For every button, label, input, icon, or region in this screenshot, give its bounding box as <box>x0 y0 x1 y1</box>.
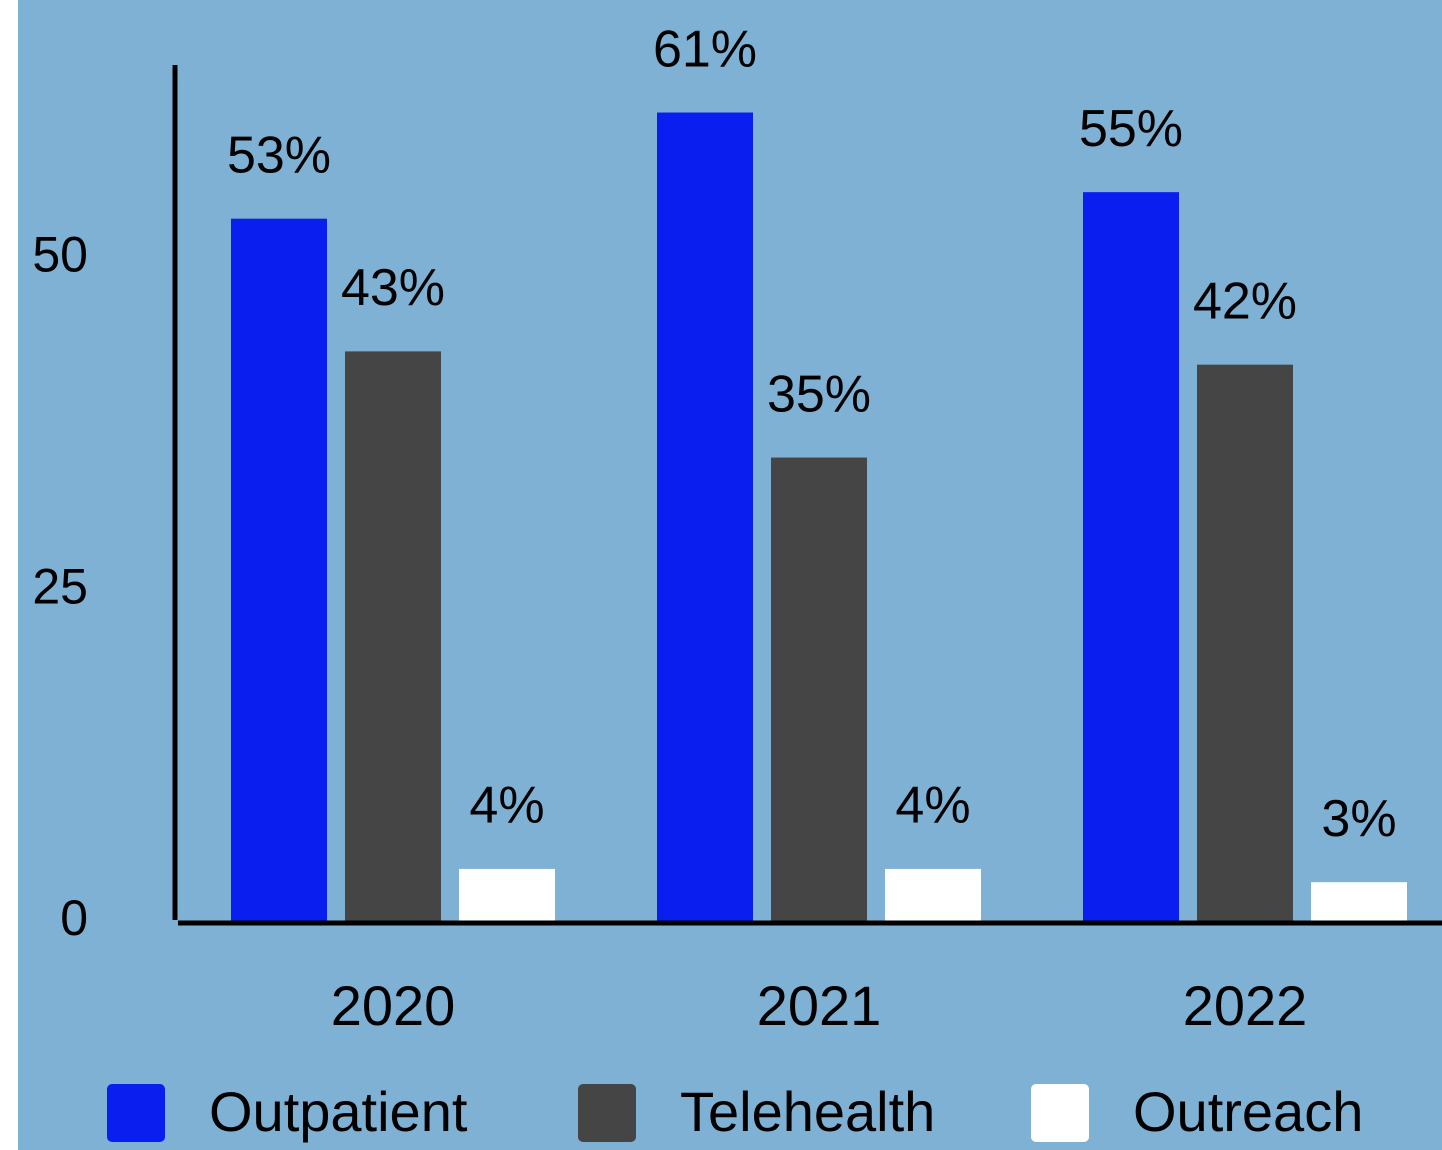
bar <box>657 112 753 922</box>
y-tick-label: 50 <box>32 227 88 283</box>
bar <box>1311 882 1407 922</box>
x-tick-label: 2020 <box>331 974 456 1037</box>
bar <box>1083 192 1179 922</box>
value-label: 42% <box>1193 272 1297 330</box>
value-label: 4% <box>469 777 544 835</box>
value-label: 3% <box>1321 790 1396 848</box>
legend-label: Telehealth <box>680 1080 935 1143</box>
y-tick-label: 0 <box>60 890 88 946</box>
y-tick-label: 25 <box>32 558 88 614</box>
value-label: 55% <box>1079 100 1183 158</box>
bar <box>345 351 441 922</box>
legend-swatch <box>1031 1084 1089 1142</box>
x-tick-label: 2021 <box>757 974 882 1037</box>
bar <box>885 868 981 922</box>
legend-swatch <box>107 1084 165 1142</box>
bar <box>1197 364 1293 922</box>
bar <box>231 218 327 922</box>
value-label: 4% <box>895 777 970 835</box>
legend-label: Outreach <box>1133 1080 1363 1143</box>
legend-swatch <box>578 1084 636 1142</box>
bar <box>771 457 867 922</box>
x-tick-label: 2022 <box>1183 974 1308 1037</box>
value-label: 61% <box>653 20 757 78</box>
value-label: 53% <box>227 126 331 184</box>
legend-label: Outpatient <box>209 1080 468 1143</box>
value-label: 43% <box>341 259 445 317</box>
bar <box>459 868 555 922</box>
value-label: 35% <box>767 365 871 423</box>
